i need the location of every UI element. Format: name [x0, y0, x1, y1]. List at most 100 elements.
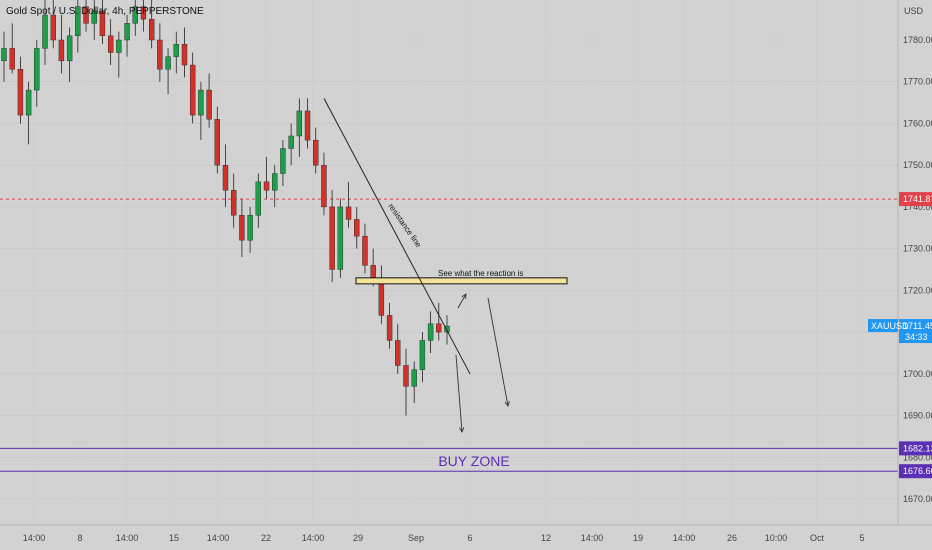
candle-body: [444, 325, 450, 333]
y-tick-label: 1760.00: [903, 118, 932, 128]
candle[interactable]: [214, 106, 220, 174]
candle[interactable]: [313, 127, 319, 174]
candle-body: [345, 206, 352, 220]
candle[interactable]: [42, 0, 48, 66]
candle[interactable]: [239, 198, 245, 257]
candle[interactable]: [116, 31, 122, 78]
candle-body: [427, 323, 434, 341]
candle[interactable]: [66, 27, 73, 82]
svg-text:XAUUSD: XAUUSD: [871, 321, 909, 331]
candle[interactable]: [124, 14, 130, 57]
candle[interactable]: [9, 23, 15, 74]
price-axis-panel[interactable]: [898, 0, 932, 550]
candle-body: [304, 110, 311, 141]
down-arrow-right[interactable]: [487, 297, 510, 408]
candle-body: [9, 48, 15, 70]
candle-body: [34, 48, 40, 91]
candle[interactable]: [304, 98, 311, 149]
candle-body: [99, 10, 106, 37]
symbol-tag: XAUUSD: [868, 319, 909, 333]
zone-top-price-tag: 1682.13: [899, 441, 932, 456]
candle-body: [411, 369, 417, 387]
candle-body: [247, 215, 253, 241]
candle-body: [132, 6, 138, 24]
y-tick-label: 1680.00: [903, 452, 932, 462]
candle[interactable]: [231, 173, 237, 228]
candle[interactable]: [25, 81, 32, 145]
candle[interactable]: [354, 206, 360, 249]
x-tick-label: 6: [467, 533, 472, 543]
candle[interactable]: [272, 165, 278, 207]
candle[interactable]: [427, 311, 434, 353]
x-tick-label: 22: [261, 533, 271, 543]
candle[interactable]: [99, 0, 106, 45]
candle[interactable]: [198, 81, 204, 141]
candle-body: [222, 164, 229, 191]
svg-text:1682.13: 1682.13: [903, 443, 932, 453]
candle[interactable]: [91, 0, 97, 40]
down-arrow-left[interactable]: [455, 354, 465, 434]
candle[interactable]: [288, 123, 294, 166]
candle[interactable]: [411, 361, 417, 404]
candle-body: [395, 340, 401, 366]
candle-body: [255, 181, 262, 216]
candle[interactable]: [50, 0, 56, 49]
candle[interactable]: [255, 173, 262, 228]
candle[interactable]: [1, 31, 7, 82]
candle[interactable]: [362, 223, 368, 274]
candle-body: [231, 190, 237, 216]
candle-body: [419, 340, 426, 370]
candle[interactable]: [17, 56, 24, 124]
y-tick-label: 1770.00: [903, 77, 932, 87]
candle[interactable]: [329, 190, 335, 283]
candle[interactable]: [247, 206, 253, 253]
svg-text:1676.66: 1676.66: [903, 466, 932, 476]
candle[interactable]: [280, 140, 286, 187]
candle[interactable]: [189, 52, 196, 124]
candle-body: [321, 164, 327, 208]
candle[interactable]: [132, 0, 138, 36]
candle[interactable]: [296, 98, 303, 157]
candle[interactable]: [157, 23, 163, 82]
candle[interactable]: [321, 152, 327, 216]
candle[interactable]: [345, 181, 352, 228]
candle[interactable]: [181, 27, 188, 78]
candle-body: [66, 35, 73, 62]
zone-bottom-price-tag: 1676.66: [899, 464, 932, 479]
candle-body: [83, 6, 89, 24]
candle-body: [1, 48, 7, 62]
y-tick-label: 1780.00: [903, 35, 932, 45]
candle[interactable]: [140, 0, 147, 32]
candle-body: [206, 89, 212, 120]
candle[interactable]: [403, 348, 409, 416]
candle[interactable]: [378, 265, 385, 324]
resistance-trendline[interactable]: [323, 98, 471, 375]
candle[interactable]: [148, 0, 155, 49]
candle-body: [50, 14, 56, 41]
candle[interactable]: [419, 332, 426, 383]
candle[interactable]: [165, 48, 171, 95]
candle[interactable]: [75, 0, 81, 53]
candle[interactable]: [337, 198, 344, 278]
candle[interactable]: [222, 144, 229, 207]
candle[interactable]: [34, 40, 40, 107]
up-arrow[interactable]: [457, 293, 467, 309]
candle[interactable]: [386, 302, 393, 349]
reaction-zone[interactable]: [355, 277, 568, 285]
candle[interactable]: [107, 19, 114, 66]
candle[interactable]: [436, 302, 442, 341]
y-tick-label: 1670.00: [903, 494, 932, 504]
candle-body: [198, 89, 204, 116]
x-tick-label: 14:00: [23, 533, 46, 543]
candle[interactable]: [83, 0, 89, 32]
candle[interactable]: [263, 156, 270, 199]
candle[interactable]: [395, 323, 401, 374]
x-tick-label: 14:00: [302, 533, 325, 543]
candle[interactable]: [206, 73, 212, 128]
candle[interactable]: [58, 14, 65, 74]
candle[interactable]: [173, 31, 179, 74]
y-tick-label: 1720.00: [903, 285, 932, 295]
candle-body: [436, 323, 442, 333]
